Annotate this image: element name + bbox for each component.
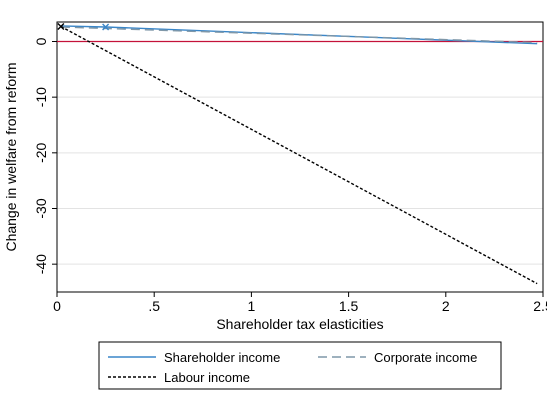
y-tick-label: -40	[33, 254, 49, 274]
y-axis-title: Change in welfare from reform	[3, 62, 19, 251]
x-tick-label: 2.5	[533, 298, 547, 314]
y-tick-label: 0	[33, 37, 49, 45]
x-tick-label: 1	[248, 298, 256, 314]
x-tick-label: 1.5	[339, 298, 359, 314]
x-axis-title: Shareholder tax elasticities	[216, 316, 383, 332]
x-tick-label: .5	[148, 298, 160, 314]
y-tick-label: -10	[33, 87, 49, 107]
marker-group	[57, 22, 110, 31]
y-tick-label: -30	[33, 198, 49, 218]
y-tick-label: -20	[33, 142, 49, 162]
data-marker	[102, 23, 110, 31]
legend: Shareholder income Corporate income Labour…	[108, 350, 477, 385]
plot-frame	[56, 21, 544, 293]
legend-label: Labour income	[164, 370, 250, 385]
series-line-labour-income	[60, 25, 538, 285]
legend-label: Corporate income	[374, 350, 477, 365]
series-line-corporate-income	[60, 26, 538, 44]
legend-box	[98, 341, 502, 390]
data-marker	[57, 22, 65, 30]
x-tick-label: 2	[442, 298, 450, 314]
x-axis: 0 .5 1 1.5 2 2.5	[53, 292, 547, 314]
x-tick-label: 0	[53, 298, 61, 314]
y-axis: 0 -10 -20 -30 -40	[33, 37, 57, 274]
legend-label: Shareholder income	[164, 350, 280, 365]
